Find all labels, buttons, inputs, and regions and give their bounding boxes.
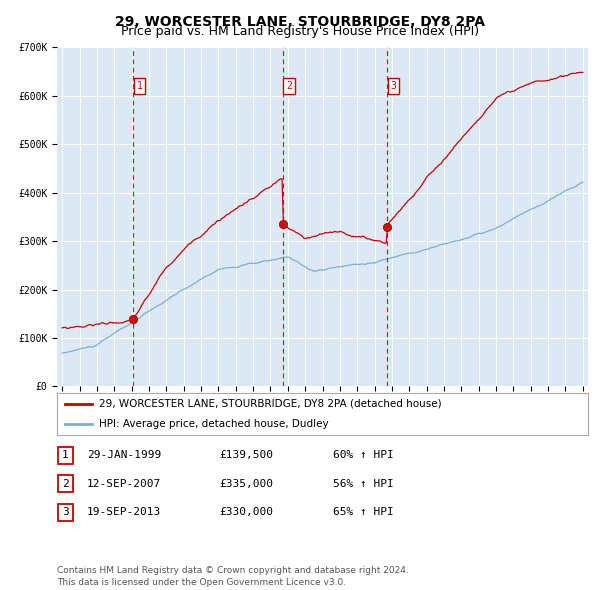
Text: 65% ↑ HPI: 65% ↑ HPI [333,507,394,517]
Text: Price paid vs. HM Land Registry's House Price Index (HPI): Price paid vs. HM Land Registry's House … [121,25,479,38]
Text: 60% ↑ HPI: 60% ↑ HPI [333,451,394,460]
Text: 3: 3 [391,81,397,91]
Text: 3: 3 [62,507,69,517]
Text: 29-JAN-1999: 29-JAN-1999 [87,451,161,460]
Text: 29, WORCESTER LANE, STOURBRIDGE, DY8 2PA (detached house): 29, WORCESTER LANE, STOURBRIDGE, DY8 2PA… [100,399,442,408]
Text: 12-SEP-2007: 12-SEP-2007 [87,479,161,489]
Text: £330,000: £330,000 [219,507,273,517]
Text: £139,500: £139,500 [219,451,273,460]
Text: 19-SEP-2013: 19-SEP-2013 [87,507,161,517]
Text: 56% ↑ HPI: 56% ↑ HPI [333,479,394,489]
Text: 2: 2 [62,479,69,489]
Text: HPI: Average price, detached house, Dudley: HPI: Average price, detached house, Dudl… [100,418,329,428]
Text: 1: 1 [62,451,69,460]
Text: 2: 2 [286,81,292,91]
Text: 29, WORCESTER LANE, STOURBRIDGE, DY8 2PA: 29, WORCESTER LANE, STOURBRIDGE, DY8 2PA [115,15,485,29]
Text: 1: 1 [136,81,142,91]
Text: £335,000: £335,000 [219,479,273,489]
Text: Contains HM Land Registry data © Crown copyright and database right 2024.
This d: Contains HM Land Registry data © Crown c… [57,566,409,587]
